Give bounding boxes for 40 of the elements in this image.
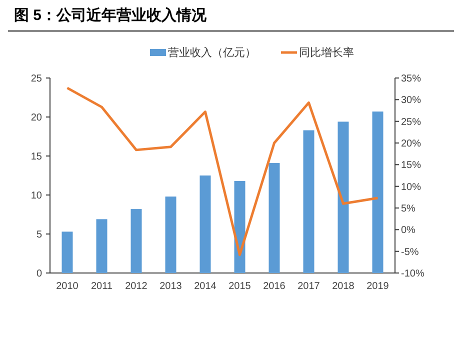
y-tick-label: 25 [30, 74, 42, 84]
bar [165, 196, 176, 273]
y-tick-label: 10 [30, 190, 42, 202]
bar [372, 112, 384, 273]
y2-tick-label: 20% [401, 138, 422, 150]
x-tick-label: 2011 [90, 281, 113, 292]
bar [200, 176, 211, 273]
y2-tick-label: 35% [401, 74, 422, 84]
chart-title: 图 5：公司近年营业收入情况 [14, 7, 208, 24]
bar [130, 209, 142, 273]
y2-tick-label: 0% [401, 225, 416, 236]
bar [268, 163, 280, 273]
x-tick-label: 2012 [125, 281, 148, 292]
x-tick-label: 2017 [298, 281, 320, 292]
x-tick-label: 2010 [56, 281, 79, 292]
line-series [66, 86, 379, 256]
y-tick-label: 20 [30, 112, 42, 124]
y2-tick-label: -5% [401, 246, 419, 258]
x-tick-label: 2019 [366, 281, 390, 292]
bar [303, 130, 314, 273]
y-tick-label: 5 [36, 230, 42, 240]
y2-tick-label: 15% [401, 160, 422, 172]
bar [234, 180, 246, 273]
x-tick-label: 2016 [263, 281, 286, 292]
x-tick-label: 2014 [194, 281, 217, 292]
bar [62, 232, 73, 273]
legend-label: 营业收入（亿元） [168, 46, 256, 59]
y2-tick-label: 5% [401, 204, 416, 214]
y-tick-label: 15 [30, 152, 42, 162]
x-tick-label: 2015 [228, 281, 252, 292]
y-tick-label: 0 [36, 268, 42, 280]
y2-tick-label: -10% [401, 268, 424, 280]
bar [338, 122, 349, 273]
y2-tick-label: 10% [401, 182, 422, 193]
y2-tick-label: 25% [401, 116, 422, 128]
y2-tick-label: 30% [401, 95, 422, 106]
bar [96, 219, 108, 273]
x-tick-label: 2018 [332, 281, 355, 292]
legend-label: 同比增长率 [299, 46, 354, 59]
x-tick-label: 2013 [160, 281, 182, 292]
